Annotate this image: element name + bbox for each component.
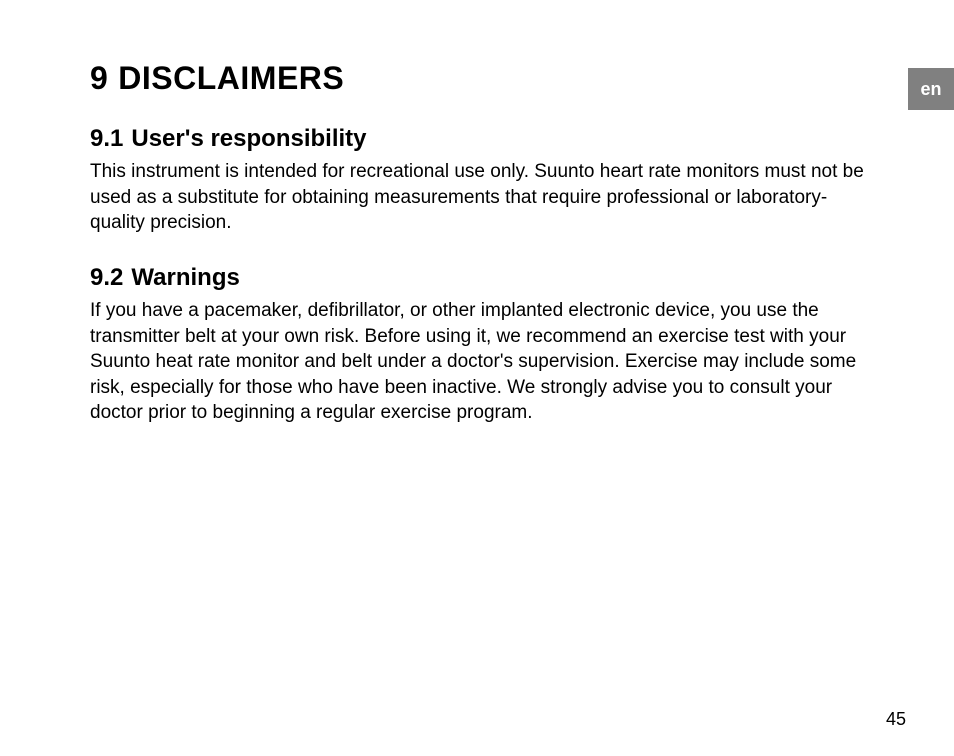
page-number: 45	[886, 709, 906, 730]
section-body-2: If you have a pacemaker, defibrillator, …	[90, 298, 864, 426]
section-heading-2: 9.2 Warnings	[90, 264, 864, 292]
section-number-1: 9.1	[90, 125, 123, 152]
language-tab: en	[908, 68, 954, 110]
section-number-2: 9.2	[90, 264, 123, 291]
section-heading-1: 9.1 User's responsibility	[90, 125, 864, 153]
chapter-number: 9	[90, 60, 108, 96]
chapter-title: DISCLAIMERS	[118, 60, 344, 96]
section-body-1: This instrument is intended for recreati…	[90, 159, 864, 236]
section-title-1: User's responsibility	[131, 125, 366, 152]
page-content: 9 DISCLAIMERS 9.1 User's responsibility Th…	[0, 0, 954, 484]
section-title-2: Warnings	[131, 264, 239, 291]
chapter-heading: 9 DISCLAIMERS	[90, 60, 864, 97]
language-tab-label: en	[920, 79, 941, 100]
